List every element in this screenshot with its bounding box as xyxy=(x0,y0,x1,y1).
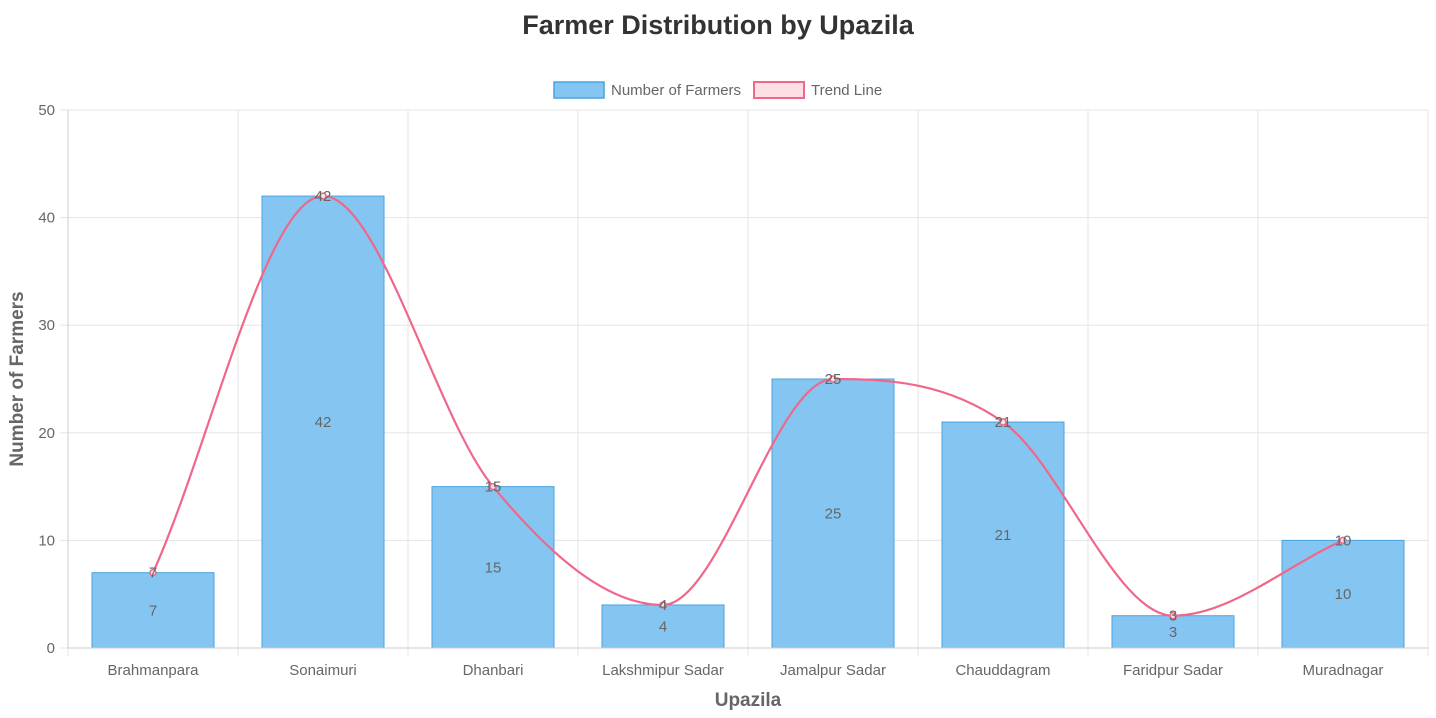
trend-value-label: 42 xyxy=(315,188,332,205)
bar xyxy=(1281,539,1405,649)
trend-value-label: 21 xyxy=(995,414,1012,431)
bar-value-label: 25 xyxy=(825,506,842,523)
legend: Number of Farmers Trend Line xyxy=(553,81,882,99)
bar-value-label: 21 xyxy=(995,527,1012,544)
bar-value-label: 3 xyxy=(1169,624,1177,641)
trend-value-label: 10 xyxy=(1335,532,1352,549)
trend-point xyxy=(489,482,497,491)
legend-label-farmers: Number of Farmers xyxy=(611,82,741,99)
trend-point xyxy=(999,418,1007,426)
y-tick-label: 20 xyxy=(38,425,55,442)
trend-point xyxy=(1169,611,1177,620)
bar-value-label: 4 xyxy=(659,618,667,635)
trend-value-label: 3 xyxy=(1169,608,1177,625)
y-tick-label: 50 xyxy=(38,102,55,119)
axes: 0 10 20 30 40 50 Brahmanpara Sonaimuri Dhanbari L… xyxy=(38,102,1428,679)
trend-point xyxy=(1339,536,1347,545)
trend-point xyxy=(659,601,667,609)
x-tick-label: Brahmanpara xyxy=(108,662,200,679)
bar xyxy=(1111,615,1235,649)
bar-value-label: 15 xyxy=(485,559,502,576)
bar xyxy=(91,572,215,649)
x-tick-label: Muradnagar xyxy=(1303,662,1384,679)
bar xyxy=(261,195,385,649)
trend-value-label: 4 xyxy=(659,597,667,614)
legend-swatch-farmers xyxy=(553,81,605,99)
bar xyxy=(941,421,1065,649)
y-tick-label: 0 xyxy=(47,640,55,657)
y-tick-label: 10 xyxy=(38,532,55,549)
legend-label-trend: Trend Line xyxy=(811,82,882,99)
y-tick-label: 40 xyxy=(38,210,55,227)
x-tick-label: Sonaimuri xyxy=(289,662,357,679)
bar xyxy=(431,486,555,649)
data-labels: 7 42 15 4 25 21 3 10 7 42 15 4 25 21 3 10 xyxy=(149,188,1352,641)
trend-value-label: 7 xyxy=(149,565,157,582)
trend-value-label: 15 xyxy=(485,479,502,496)
x-tick-label: Chauddagram xyxy=(955,662,1050,679)
trend-point xyxy=(319,192,327,200)
bars xyxy=(91,195,1405,649)
bar-value-label: 10 xyxy=(1335,586,1352,603)
x-tick-label: Lakshmipur Sadar xyxy=(602,662,724,679)
bar-value-label: 7 xyxy=(149,602,157,619)
x-tick-label: Jamalpur Sadar xyxy=(780,662,886,679)
bar-value-label: 42 xyxy=(315,414,332,431)
legend-swatch-trend xyxy=(753,81,805,99)
x-axis-label: Upazila xyxy=(715,690,782,711)
chart-title: Farmer Distribution by Upazila xyxy=(522,10,914,40)
y-tick-label: 30 xyxy=(38,317,55,334)
x-tick-label: Dhanbari xyxy=(463,662,524,679)
y-axis-label: Number of Farmers xyxy=(7,291,28,466)
x-tick-label: Faridpur Sadar xyxy=(1123,662,1223,679)
trend-line-group xyxy=(149,192,1347,620)
trend-point xyxy=(149,568,157,577)
trend-point xyxy=(829,375,837,383)
trend-value-label: 25 xyxy=(825,371,842,388)
bar xyxy=(771,378,895,649)
